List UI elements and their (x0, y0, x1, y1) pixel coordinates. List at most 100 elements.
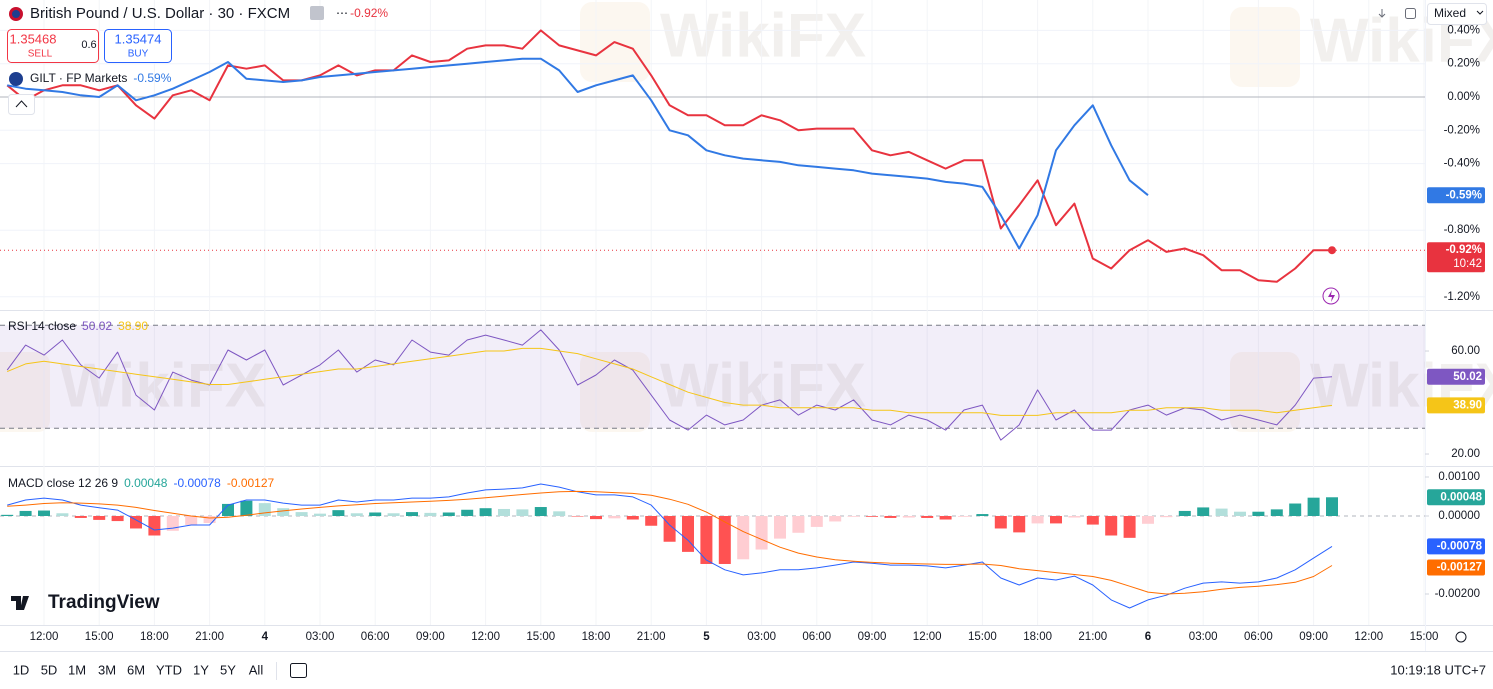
indicator-value: 38.90 (118, 319, 148, 333)
x-tick-label: 09:00 (1299, 631, 1328, 643)
histogram-bar (718, 516, 731, 564)
settings-icon[interactable] (1455, 631, 1467, 643)
timeframe-button[interactable]: YTD (156, 662, 182, 677)
logo[interactable]: TradingView (48, 592, 160, 613)
histogram-bar (130, 516, 142, 529)
symbol-title[interactable]: British Pound / U.S. Dollar · 30 · FXCM (30, 5, 290, 22)
histogram-bar (682, 516, 694, 552)
histogram-bar (406, 512, 418, 516)
compare-name: GILT · FP Markets (30, 71, 127, 85)
histogram-bar (810, 516, 823, 527)
timeframe-button[interactable]: 6M (127, 662, 145, 677)
histogram-bar (1307, 497, 1320, 516)
indicator-title: RSI 14 close (8, 319, 76, 333)
x-tick-label: 09:00 (416, 631, 445, 643)
indicator-value: 0.00048 (124, 476, 168, 490)
sell-price[interactable]: 1.35468 (10, 31, 57, 46)
menu-icon[interactable]: ⋯ (336, 6, 348, 20)
scale-mode[interactable]: Mixed (1434, 6, 1466, 20)
watermark: WikiFX (660, 1, 866, 70)
histogram-bar (203, 516, 216, 524)
timeframe-button[interactable]: 3M (98, 662, 116, 677)
y-tick-label: 0.00100 (1438, 471, 1480, 483)
histogram-bar (921, 516, 934, 518)
histogram-bar (902, 516, 915, 518)
series-line (6, 329, 1333, 441)
x-tick-label: 12:00 (471, 631, 500, 643)
histogram-bar (479, 508, 492, 516)
histogram-bar (1326, 497, 1338, 516)
watermark-badge (580, 352, 650, 432)
histogram-bar (185, 516, 198, 525)
x-tick-label: 21:00 (1078, 631, 1107, 643)
sell-label[interactable]: SELL (28, 49, 53, 60)
price-badge (1427, 489, 1485, 506)
scale-mode-button[interactable] (1427, 3, 1487, 25)
collapse-button[interactable] (8, 94, 35, 115)
indicator-value: -0.00127 (227, 476, 275, 490)
histogram-bar (258, 503, 271, 516)
download-icon[interactable] (1378, 9, 1386, 18)
y-tick-label: 0.00% (1447, 91, 1480, 103)
histogram-bar (645, 516, 658, 526)
histogram-bar (369, 512, 382, 516)
logo-icon (11, 596, 29, 610)
histogram-bar (74, 516, 87, 518)
timeframe-button[interactable]: 1M (68, 662, 86, 677)
buy-price[interactable]: 1.35474 (115, 31, 162, 46)
timeframe-button[interactable]: All (249, 662, 264, 677)
x-tick-label: 12:00 (913, 631, 942, 643)
timeframe-button[interactable]: 5D (41, 662, 58, 677)
price-badge (1427, 242, 1485, 273)
price-badge-label: 38.90 (1453, 399, 1482, 411)
fullscreen-icon[interactable] (1405, 8, 1416, 19)
histogram-bar (534, 507, 547, 516)
histogram-bar (939, 516, 952, 520)
buy-label[interactable]: BUY (128, 49, 149, 60)
histogram-bar (38, 510, 50, 516)
buy-button[interactable] (104, 29, 172, 63)
histogram-bar (295, 512, 308, 516)
histogram-bar (755, 516, 768, 550)
symbol-flag (12, 10, 20, 18)
histogram-bar (461, 509, 474, 516)
x-tick-label: 03:00 (1189, 631, 1218, 643)
y-tick-label: -0.80% (1444, 224, 1480, 236)
histogram-bar (19, 510, 32, 516)
watermark: WikiFX (60, 351, 266, 420)
indicator-value: 50.02 (82, 319, 112, 333)
price-badge (1427, 187, 1485, 204)
histogram-bar (1013, 516, 1026, 533)
timeframe-button[interactable]: 1D (13, 662, 30, 677)
histogram-bar (571, 516, 584, 517)
x-tick-label: 5 (703, 631, 710, 643)
compare-change: -0.59% (133, 71, 171, 85)
histogram-bar (1, 514, 14, 516)
histogram-bar (277, 508, 290, 516)
watermark-badge (1230, 7, 1300, 87)
histogram-bar (608, 516, 621, 519)
x-tick-label: 18:00 (1023, 631, 1052, 643)
alert-icon[interactable] (1322, 287, 1340, 305)
timeframe-button[interactable]: 5Y (220, 662, 236, 677)
price-badge (1427, 538, 1485, 555)
histogram-bar (829, 516, 842, 522)
histogram-bar (1178, 510, 1191, 516)
histogram-bar (553, 511, 566, 516)
histogram-bar (56, 513, 69, 516)
dropdown-icon (1476, 10, 1484, 15)
series-line (7, 347, 1333, 416)
histogram-bar (424, 512, 437, 516)
histogram-bar (792, 516, 805, 533)
sell-button[interactable] (7, 29, 99, 63)
price-badge-label: 50.02 (1453, 371, 1482, 383)
overlay: British Pound / U.S. Dollar · 30 · FXCM … (0, 3, 1493, 680)
x-tick-label: 15:00 (526, 631, 555, 643)
indicator-value: -0.00078 (173, 476, 221, 490)
flag-icon[interactable] (310, 6, 324, 20)
histogram-bar (1197, 507, 1210, 516)
calendar-icon[interactable] (290, 663, 307, 678)
timeframe-button[interactable]: 1Y (193, 662, 209, 677)
histogram-bar (847, 516, 860, 517)
